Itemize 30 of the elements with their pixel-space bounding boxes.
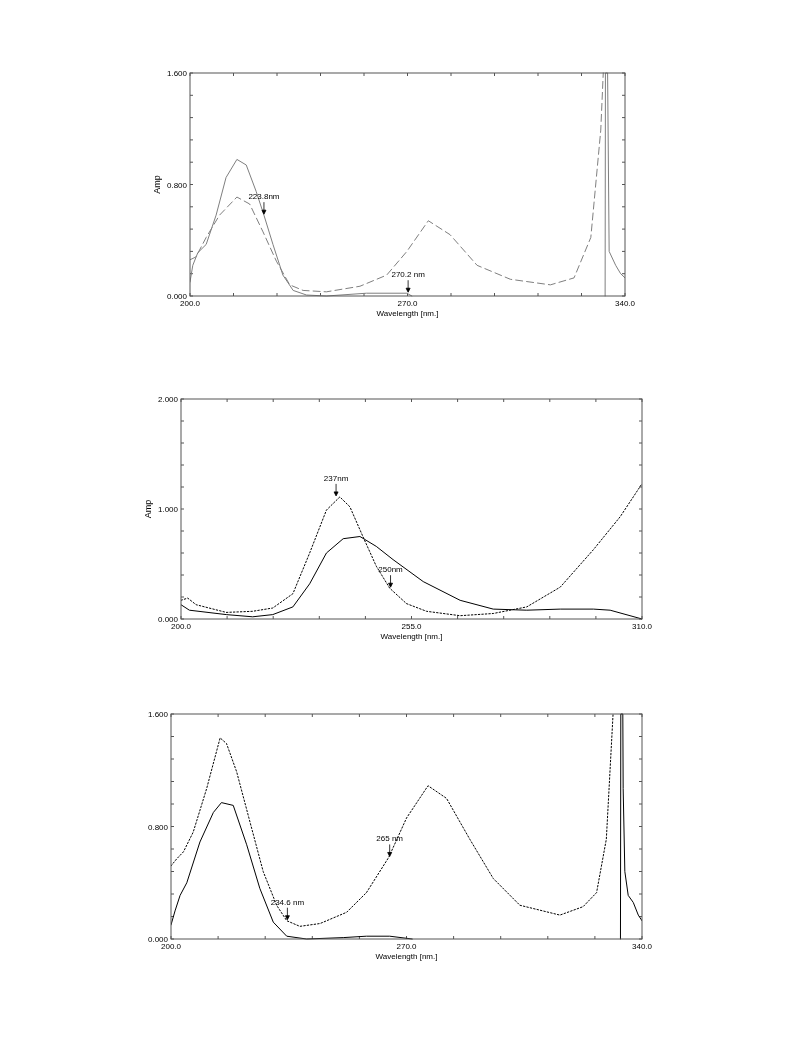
annotation: 237nm xyxy=(323,473,349,483)
y-tick-label: 2.000 xyxy=(157,395,179,404)
x-tick-label: 270.0 xyxy=(396,942,418,951)
annotation: 223.8nm xyxy=(248,192,280,202)
y-tick-label: 0.800 xyxy=(166,180,188,190)
x-axis-title: Wavelength [nm.] xyxy=(376,309,439,318)
annotation: 270.2 nm xyxy=(391,270,426,280)
x-axis-title: Wavelength [nm.] xyxy=(375,952,438,961)
x-tick-label: 255.0 xyxy=(401,622,423,631)
x-tick-label: 270.0 xyxy=(397,299,419,308)
y-axis-title: Amp xyxy=(143,499,153,519)
y-tick-label: 0.000 xyxy=(166,292,188,301)
y-axis-title: Amp xyxy=(152,175,162,194)
x-tick-label: 200.0 xyxy=(160,942,182,951)
annotation: 265 nm xyxy=(376,834,404,844)
x-tick-label: 200.0 xyxy=(170,622,192,631)
y-tick-label: 0.000 xyxy=(157,615,179,624)
line-series xyxy=(181,483,642,617)
x-axis-title: Wavelength [nm.] xyxy=(380,632,443,641)
annotation: 234.6 nm xyxy=(270,897,305,907)
x-tick-label: 340.0 xyxy=(614,299,636,308)
y-tick-label: 1.600 xyxy=(166,69,188,78)
y-tick-label: 0.800 xyxy=(147,822,169,832)
y-tick-label: 1.600 xyxy=(147,710,169,719)
annotation: 250nm xyxy=(378,565,404,575)
x-tick-label: 200.0 xyxy=(179,299,201,308)
y-tick-label: 0.000 xyxy=(147,935,169,944)
y-tick-label: 1.000 xyxy=(157,505,179,514)
x-tick-label: 310.0 xyxy=(631,622,653,631)
x-tick-label: 340.0 xyxy=(631,942,653,951)
